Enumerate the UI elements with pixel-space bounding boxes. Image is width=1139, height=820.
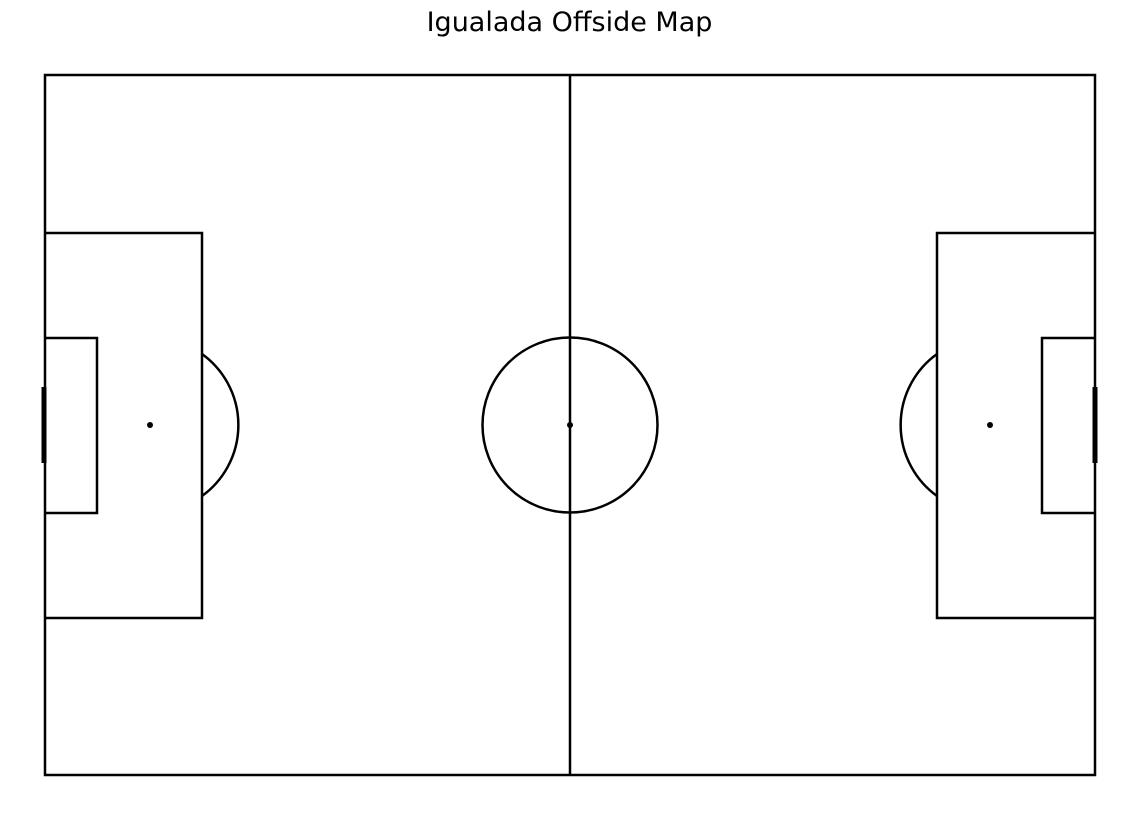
left-goal-area [45,336,99,515]
left-penalty-area [45,231,204,620]
right-penalty-area [935,231,1095,620]
centre-spot [567,422,573,428]
left-penalty-spot [147,422,153,428]
right-goal-area [1040,336,1095,515]
left-penalty-arc [201,352,240,498]
right-penalty-spot [987,422,993,428]
right-penalty-arc [899,352,938,498]
chart-title: Igualada Offside Map [426,7,713,38]
centre-circle [481,336,659,514]
